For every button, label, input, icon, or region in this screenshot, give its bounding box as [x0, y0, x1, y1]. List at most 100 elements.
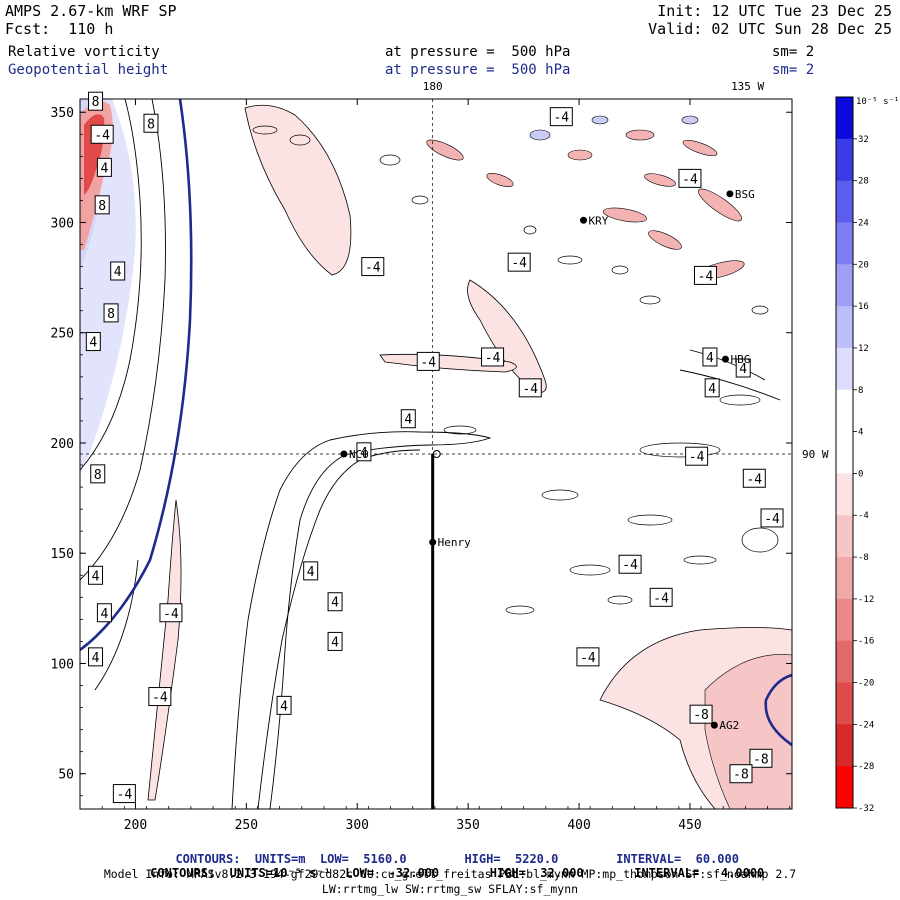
contour-label-box	[85, 332, 101, 352]
contour-label-box	[689, 704, 713, 724]
contour-label-box	[327, 631, 343, 651]
contour-label: 4	[280, 699, 288, 714]
contour-label: -8	[753, 752, 769, 767]
colorbar-swatch	[836, 598, 853, 642]
colorbar-tick-label: -20	[858, 679, 874, 689]
contour-label: 8	[98, 199, 106, 214]
colorbar-swatch	[836, 347, 853, 391]
contour-label-box	[678, 168, 702, 188]
colorbar-swatch	[836, 97, 853, 140]
field2-name: Geopotential height	[8, 62, 169, 78]
x-tick-label: 300	[346, 818, 369, 833]
colorbar-tick-label: 28	[858, 177, 869, 187]
contour-label-box	[576, 647, 600, 667]
colorbar-tick-label: -32	[858, 804, 874, 814]
footer-vorticity-prefix: CONTOURS: UNITS=10⁻⁵ s⁻¹ LOW= -32.000	[150, 866, 440, 880]
contour-label: -4	[522, 382, 538, 397]
station-label: AG2	[719, 719, 739, 732]
colorbar-tick-label: -8	[858, 553, 869, 563]
colorbar-swatch	[836, 473, 853, 516]
contour-label: -4	[653, 591, 669, 606]
contour-label-box	[103, 303, 119, 323]
forecast-hour: Fcst: 110 h	[5, 20, 114, 38]
contour-label: -4	[553, 111, 569, 126]
contour-label: 4	[100, 607, 108, 622]
contour-label-box	[685, 446, 709, 466]
contour-label-box	[507, 252, 531, 272]
contour-label-box	[481, 347, 505, 367]
contour-label: 4	[708, 382, 716, 397]
colorbar-tick-label: 24	[858, 218, 869, 228]
contour-label: -4	[117, 788, 133, 803]
field1-name: Relative vorticity	[8, 44, 160, 60]
footer-height-prefix: CONTOURS: UNITS=m LOW= 5160.0	[175, 852, 407, 866]
colorbar-tick-label: 20	[858, 260, 869, 270]
contour-label-box	[148, 687, 172, 707]
station-label: NCO	[349, 448, 369, 461]
contour-label-box	[327, 592, 343, 612]
contour-label: 4	[331, 635, 339, 650]
colorbar-swatch	[836, 138, 853, 182]
contour-label: 8	[107, 307, 115, 322]
colorbar-tick-label: 8	[858, 386, 863, 396]
footer-model-info: Model Info: MPASv8.2.3-194-gf29cd82c CU:…	[103, 867, 797, 881]
contour-label: 4	[100, 161, 108, 176]
colorbar-unit-label: 10⁻⁵ s⁻¹	[856, 97, 899, 107]
contour-label-box	[735, 358, 751, 378]
negative-vorticity-streak-left1	[147, 499, 182, 801]
colorbar-swatch	[836, 389, 853, 433]
station-label: KRY	[589, 214, 609, 227]
colorbar-tick-label: -16	[858, 637, 874, 647]
colorbar-tick-label: 32	[858, 135, 869, 145]
contour-label-box	[159, 603, 183, 623]
contour-label-box	[356, 442, 372, 462]
negative-vorticity-cluster-topright	[426, 129, 745, 280]
contour-label: 4	[92, 569, 100, 584]
colorbar-tick-label: -24	[858, 720, 874, 730]
colorbar-swatch	[836, 222, 853, 265]
field2-smoothing: sm= 2	[772, 62, 815, 78]
field1-smoothing: sm= 2	[772, 44, 815, 60]
contour-label: -4	[622, 558, 638, 573]
colorbar-tick-label: 12	[858, 344, 869, 354]
colorbar-frame	[835, 96, 854, 809]
colorbar-swatch	[836, 306, 853, 349]
colorbar-swatch	[836, 640, 853, 684]
contour-label-box	[416, 351, 440, 371]
vorticity-map: 200 250 300 350 400 4505010015020025030035018…	[51, 80, 900, 833]
footer-height-contours: CONTOURS: UNITS=m LOW= 5160.0 HIGH= 5220…	[0, 838, 900, 866]
plot-frame	[79, 98, 793, 810]
station-label: BSG	[735, 188, 755, 201]
contour-label-box	[303, 561, 319, 581]
x-tick-label: 400	[567, 818, 590, 833]
contour-label: 4	[739, 362, 747, 377]
colorbar-swatch	[836, 515, 853, 558]
footer-vorticity-high: HIGH= 32.000	[489, 866, 584, 880]
field1-pressure: at pressure = 500 hPa	[385, 44, 571, 60]
colorbar-tick-label: -28	[858, 762, 874, 772]
y-tick-label: 100	[51, 657, 74, 672]
contour-label-box	[618, 554, 642, 574]
contour-label: -4	[152, 691, 168, 706]
geopotential-height-contours	[80, 99, 792, 747]
contour-label-box	[90, 464, 106, 484]
contour-label-box	[760, 508, 784, 528]
colorbar-tick-label: -12	[858, 595, 874, 605]
axis-ticks-layer: 200 250 300 350 400 450 50 100 150 200 250 300 350 18…	[51, 80, 829, 833]
y-tick-label: 350	[51, 106, 74, 121]
valid-time: Valid: 02 UTC Sun 28 Dec 25	[648, 20, 892, 38]
scattered-contour-rings	[252, 125, 779, 615]
station-marker	[580, 216, 588, 224]
contour-label: 4	[114, 265, 122, 280]
contour-label: 8	[147, 117, 155, 132]
station-marker	[340, 450, 348, 458]
contour-label-box	[702, 347, 718, 367]
colorbar-swatch	[836, 431, 853, 474]
colorbar-tick-label: -4	[858, 511, 869, 521]
colorbar-tick-label: 16	[858, 302, 869, 312]
footer-height-high: HIGH= 5220.0	[464, 852, 559, 866]
contour-label-box	[749, 748, 773, 768]
colorbar-swatch	[836, 180, 853, 223]
contour-label: -4	[764, 512, 780, 527]
colorbar-tick-label: 4	[858, 428, 863, 438]
